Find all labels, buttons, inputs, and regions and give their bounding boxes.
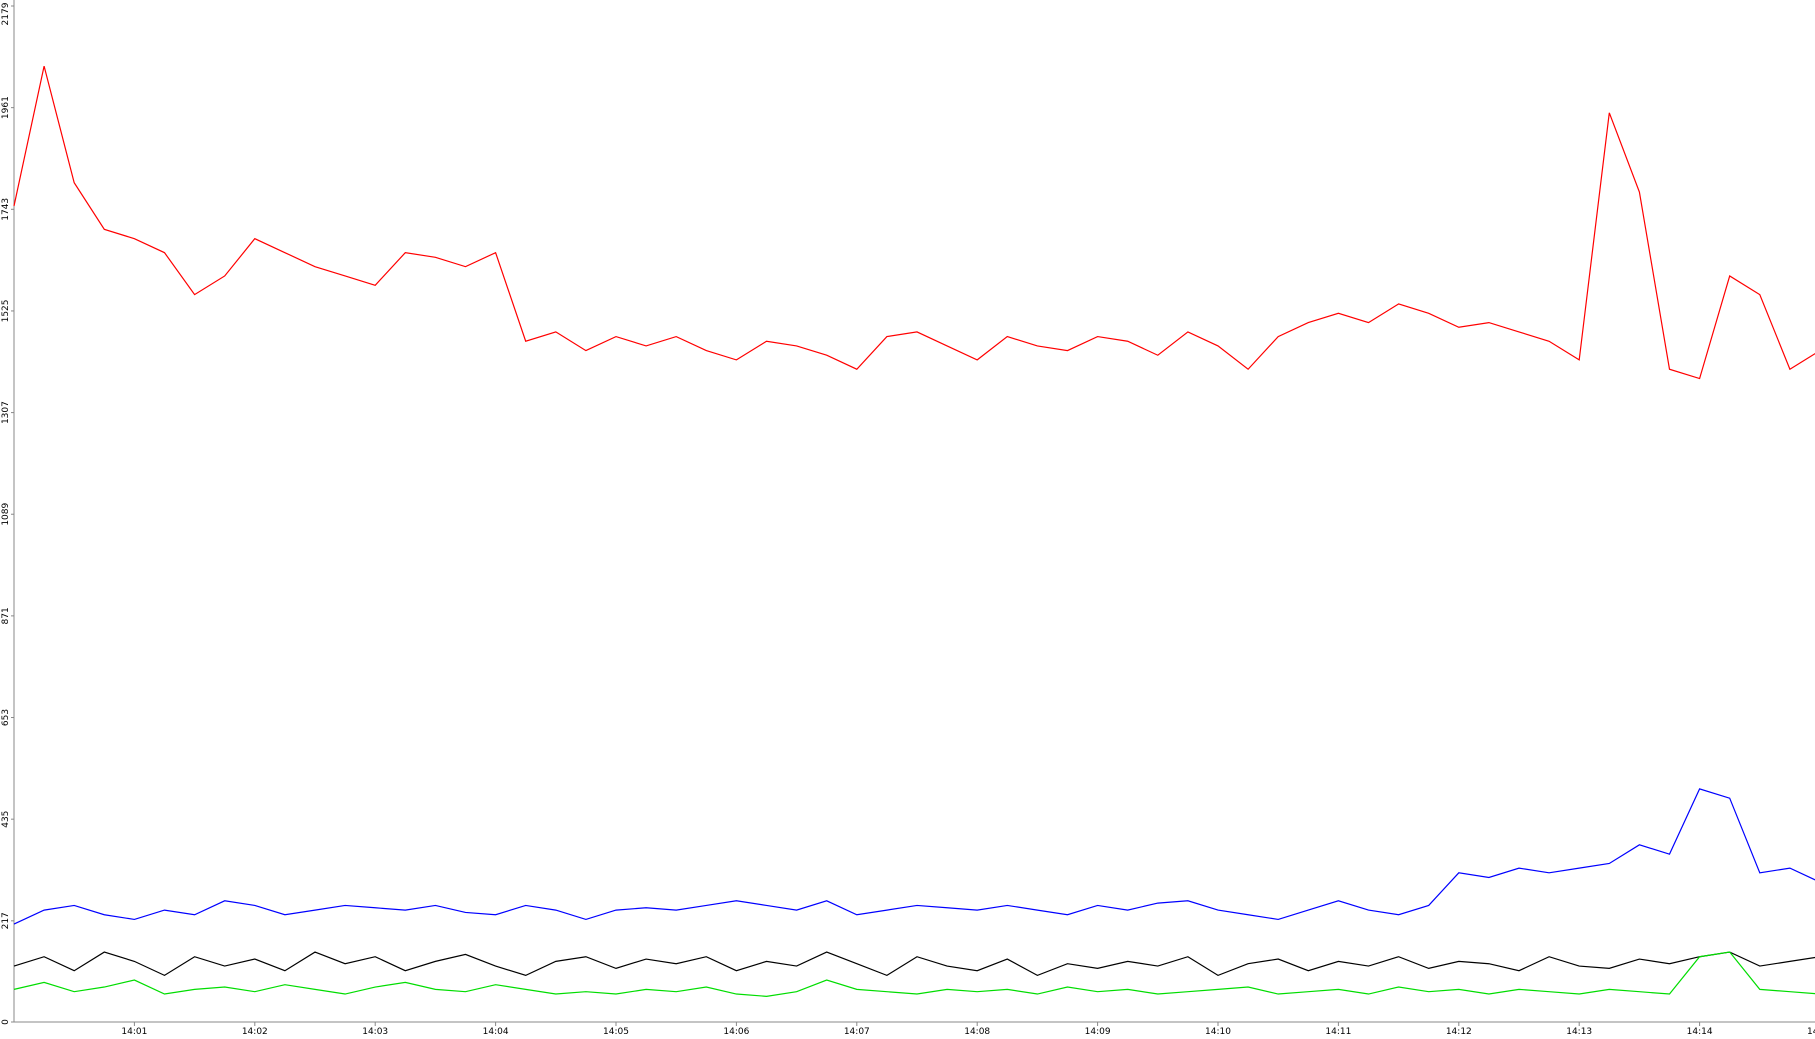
x-tick-label: 14:13 <box>1566 1027 1592 1037</box>
y-tick-label: 1961 <box>1 96 11 119</box>
series-line <box>13 951 1815 977</box>
y-tick-label: 1743 <box>1 198 11 221</box>
x-tick-label: 14:05 <box>603 1027 629 1037</box>
y-tick-label: 1307 <box>1 401 11 424</box>
series-line <box>13 951 1815 997</box>
x-tick-label: 14:06 <box>723 1027 749 1037</box>
y-tick-label: 1525 <box>1 299 11 322</box>
x-tick-label: 14:07 <box>844 1027 870 1037</box>
series-line <box>13 788 1815 925</box>
x-tick-label: 14:03 <box>362 1027 388 1037</box>
y-tick-label: 1089 <box>1 503 11 526</box>
y-tick-label: 217 <box>1 912 11 929</box>
x-tick-label: 14:08 <box>964 1027 990 1037</box>
y-tick-label: 0 <box>1 1019 11 1025</box>
x-tick-label: 14:01 <box>121 1027 147 1037</box>
x-tick-label: 14:02 <box>242 1027 268 1037</box>
y-tick-label: 2179 <box>1 2 11 25</box>
x-tick-label: 14:12 <box>1446 1027 1472 1037</box>
x-tick-label: 14:11 <box>1325 1027 1351 1037</box>
y-tick-label: 435 <box>1 811 11 828</box>
x-tick-label: 14:14 <box>1687 1027 1713 1037</box>
x-tick-label: 14:10 <box>1205 1027 1231 1037</box>
x-tick-label: 14:04 <box>483 1027 509 1037</box>
y-tick-label: 653 <box>1 709 11 726</box>
x-tick-label: 14:15 <box>1807 1027 1815 1037</box>
y-tick-label: 871 <box>1 607 11 624</box>
series-line <box>13 65 1815 380</box>
x-tick-label: 14:09 <box>1085 1027 1111 1037</box>
